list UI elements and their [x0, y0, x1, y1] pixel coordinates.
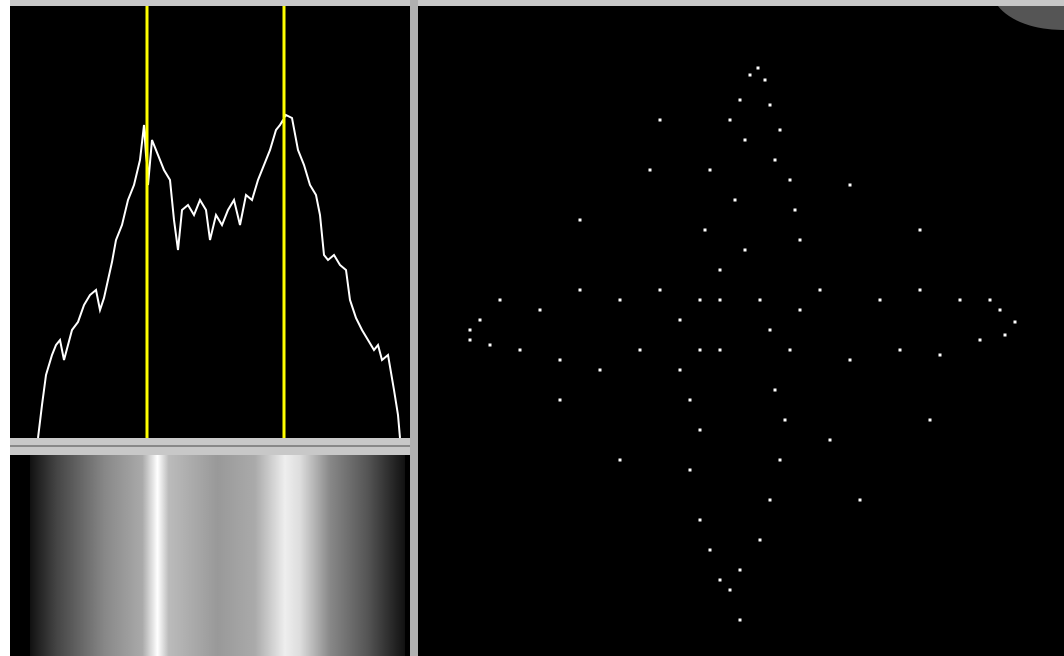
scatter-point — [699, 349, 702, 352]
scatter-panel — [418, 6, 1064, 656]
vertical-divider — [410, 0, 418, 656]
left-margin — [0, 0, 10, 656]
scatter-point — [709, 549, 712, 552]
scatter-point — [734, 199, 737, 202]
image-strip — [30, 455, 405, 656]
scatter-point — [919, 229, 922, 232]
scatter-point — [704, 229, 707, 232]
scatter-point — [769, 499, 772, 502]
scatter-point — [799, 239, 802, 242]
scatter-point — [559, 359, 562, 362]
scatter-point — [789, 179, 792, 182]
scatter-point — [769, 329, 772, 332]
scatter-point — [769, 104, 772, 107]
scatter-point — [1014, 321, 1017, 324]
scatter-point — [959, 299, 962, 302]
scatter-point — [879, 299, 882, 302]
scatter-point — [539, 309, 542, 312]
scatter-point — [689, 469, 692, 472]
scatter-point — [999, 309, 1002, 312]
scatter-point — [764, 79, 767, 82]
scatter-point — [789, 349, 792, 352]
scatter-point — [749, 74, 752, 77]
scatter-point — [659, 289, 662, 292]
scatter-point — [819, 289, 822, 292]
scatter-point — [469, 329, 472, 332]
scatter-point — [919, 289, 922, 292]
scatter-point — [979, 339, 982, 342]
scatter-point — [779, 459, 782, 462]
scatter-point — [519, 349, 522, 352]
scatter-point — [699, 299, 702, 302]
scatter-point — [699, 429, 702, 432]
scatter-point — [659, 119, 662, 122]
scatter-point — [739, 99, 742, 102]
scatter-point — [489, 344, 492, 347]
scatter-point — [599, 369, 602, 372]
scatter-point — [639, 349, 642, 352]
scatter-point — [679, 369, 682, 372]
page: (() => { const data = JSON.parse(documen… — [0, 0, 1064, 656]
scatter-point — [744, 139, 747, 142]
scatter-point — [759, 539, 762, 542]
scatter-point — [709, 169, 712, 172]
scatter-point — [759, 299, 762, 302]
scatter-point — [739, 569, 742, 572]
scatter-point — [729, 119, 732, 122]
scatter-point — [619, 299, 622, 302]
scatter-point — [699, 519, 702, 522]
scatter-point — [719, 349, 722, 352]
scatter-point — [479, 319, 482, 322]
scatter-point — [849, 359, 852, 362]
scatter-point — [679, 319, 682, 322]
scatter-point — [579, 289, 582, 292]
scatter-point — [859, 499, 862, 502]
scatter-point — [719, 299, 722, 302]
scatter-point — [739, 619, 742, 622]
scatter-point — [719, 579, 722, 582]
scatter-point — [469, 339, 472, 342]
scatter-point — [794, 209, 797, 212]
scatter-point — [929, 419, 932, 422]
scatter-point — [829, 439, 832, 442]
scatter-point — [774, 389, 777, 392]
scatter-point — [774, 159, 777, 162]
scatter-point — [757, 67, 760, 70]
scatter-point — [649, 169, 652, 172]
scatter-point — [799, 309, 802, 312]
scatter-point — [939, 354, 942, 357]
scatter-point — [619, 459, 622, 462]
scatter-point — [559, 399, 562, 402]
scatter-point — [779, 129, 782, 132]
scatter-point — [849, 184, 852, 187]
scatter-point — [744, 249, 747, 252]
scatter-point — [719, 269, 722, 272]
profile-panel — [10, 6, 410, 438]
screen — [0, 0, 1064, 656]
scatter-point — [729, 589, 732, 592]
scatter-point — [899, 349, 902, 352]
scatter-point — [989, 299, 992, 302]
scatter-point — [579, 219, 582, 222]
scatter-point — [784, 419, 787, 422]
scatter-point — [689, 399, 692, 402]
scatter-point — [1004, 334, 1007, 337]
scatter-point — [499, 299, 502, 302]
